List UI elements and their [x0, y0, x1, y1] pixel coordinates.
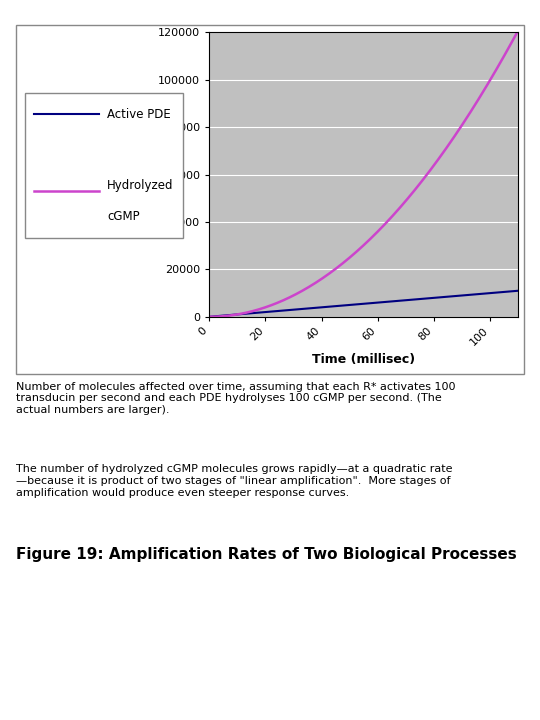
- FancyBboxPatch shape: [25, 94, 183, 238]
- Text: The number of hydrolyzed cGMP molecules grows rapidly—at a quadratic rate
—becau: The number of hydrolyzed cGMP molecules …: [16, 464, 453, 498]
- Text: Number of molecules affected over time, assuming that each R* activates 100
tran: Number of molecules affected over time, …: [16, 382, 456, 415]
- Text: Figure 19: Amplification Rates of Two Biological Processes: Figure 19: Amplification Rates of Two Bi…: [16, 547, 517, 562]
- Text: Active PDE: Active PDE: [107, 108, 171, 121]
- X-axis label: Time (millisec): Time (millisec): [312, 354, 415, 366]
- Text: Hydrolyzed: Hydrolyzed: [107, 179, 174, 192]
- Y-axis label: Number of molecules: Number of molecules: [139, 112, 152, 238]
- Text: cGMP: cGMP: [107, 210, 140, 223]
